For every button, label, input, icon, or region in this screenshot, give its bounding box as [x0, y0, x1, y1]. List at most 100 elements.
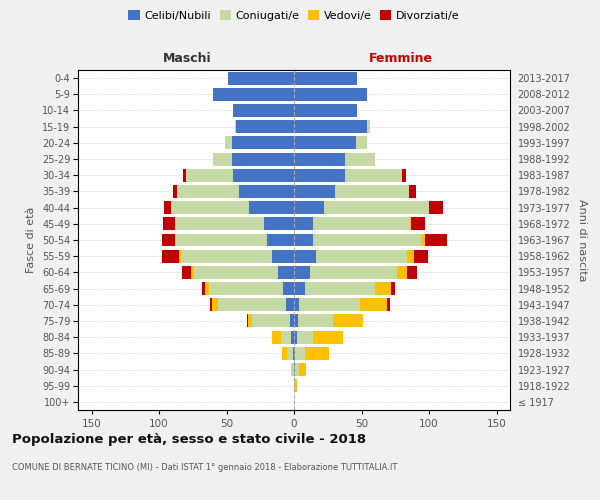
Bar — [387, 298, 390, 311]
Bar — [294, 250, 316, 262]
Bar — [179, 250, 181, 262]
Bar — [298, 314, 333, 328]
Bar — [295, 347, 305, 360]
Bar — [294, 314, 298, 328]
Bar — [305, 347, 329, 360]
Text: COMUNE DI BERNATE TICINO (MI) - Dati ISTAT 1° gennaio 2018 - Elaborazione TUTTIT: COMUNE DI BERNATE TICINO (MI) - Dati IST… — [12, 462, 397, 471]
Bar — [184, 169, 186, 181]
Bar — [294, 152, 346, 166]
Bar — [175, 234, 267, 246]
Bar — [294, 218, 313, 230]
Bar — [346, 152, 375, 166]
Bar — [375, 282, 391, 295]
Bar — [294, 136, 356, 149]
Text: Maschi: Maschi — [163, 52, 211, 65]
Bar — [299, 363, 306, 376]
Bar — [305, 282, 375, 295]
Bar — [294, 72, 358, 85]
Bar — [232, 136, 294, 149]
Bar — [235, 120, 236, 133]
Bar — [407, 266, 417, 279]
Bar — [335, 185, 409, 198]
Bar — [346, 169, 402, 181]
Bar — [265, 218, 294, 230]
Bar — [233, 104, 294, 117]
Bar — [282, 347, 287, 360]
Bar — [209, 282, 283, 295]
Bar — [186, 169, 233, 181]
Bar — [333, 314, 363, 328]
Bar — [316, 250, 407, 262]
Bar — [182, 266, 191, 279]
Bar — [402, 169, 406, 181]
Bar — [205, 282, 209, 295]
Bar — [294, 88, 367, 101]
Bar — [414, 250, 428, 262]
Bar — [360, 298, 387, 311]
Bar — [425, 234, 446, 246]
Bar — [236, 120, 294, 133]
Bar — [225, 136, 232, 149]
Bar — [294, 298, 299, 311]
Bar — [313, 330, 343, 344]
Legend: Celibi/Nubili, Coniugati/e, Vedovi/e, Divorziati/e: Celibi/Nubili, Coniugati/e, Vedovi/e, Di… — [126, 8, 462, 23]
Bar — [283, 282, 294, 295]
Bar — [294, 120, 367, 133]
Bar — [248, 314, 252, 328]
Bar — [252, 314, 290, 328]
Bar — [212, 298, 218, 311]
Bar — [294, 185, 335, 198]
Bar — [239, 185, 294, 198]
Bar — [175, 218, 265, 230]
Bar — [176, 185, 239, 198]
Bar — [410, 218, 412, 230]
Bar — [324, 201, 429, 214]
Bar — [407, 250, 414, 262]
Bar — [164, 201, 171, 214]
Bar — [313, 218, 410, 230]
Bar — [172, 185, 176, 198]
Y-axis label: Fasce di età: Fasce di età — [26, 207, 37, 273]
Text: Popolazione per età, sesso e stato civile - 2018: Popolazione per età, sesso e stato civil… — [12, 432, 366, 446]
Bar — [163, 218, 175, 230]
Bar — [429, 201, 443, 214]
Bar — [210, 298, 212, 311]
Bar — [292, 330, 294, 344]
Bar — [278, 266, 294, 279]
Bar — [228, 72, 294, 85]
Bar — [202, 282, 205, 295]
Bar — [356, 136, 367, 149]
Bar — [171, 201, 250, 214]
Y-axis label: Anni di nascita: Anni di nascita — [577, 198, 587, 281]
Bar — [286, 298, 294, 311]
Bar — [294, 363, 295, 376]
Bar — [293, 347, 294, 360]
Bar — [281, 330, 292, 344]
Bar — [421, 234, 425, 246]
Bar — [296, 330, 313, 344]
Bar — [294, 347, 295, 360]
Bar — [294, 330, 296, 344]
Bar — [294, 266, 310, 279]
Bar — [367, 120, 370, 133]
Bar — [161, 250, 179, 262]
Bar — [397, 266, 407, 279]
Bar — [294, 282, 305, 295]
Bar — [409, 185, 415, 198]
Bar — [294, 104, 358, 117]
Bar — [250, 201, 294, 214]
Bar — [412, 218, 425, 230]
Bar — [287, 347, 293, 360]
Bar — [294, 169, 346, 181]
Bar — [310, 266, 397, 279]
Text: Femmine: Femmine — [369, 52, 433, 65]
Bar — [247, 314, 248, 328]
Bar — [272, 330, 281, 344]
Bar — [213, 152, 232, 166]
Bar — [294, 379, 295, 392]
Bar — [232, 152, 294, 166]
Bar — [181, 250, 272, 262]
Bar — [267, 234, 294, 246]
Bar — [299, 298, 360, 311]
Bar — [233, 169, 294, 181]
